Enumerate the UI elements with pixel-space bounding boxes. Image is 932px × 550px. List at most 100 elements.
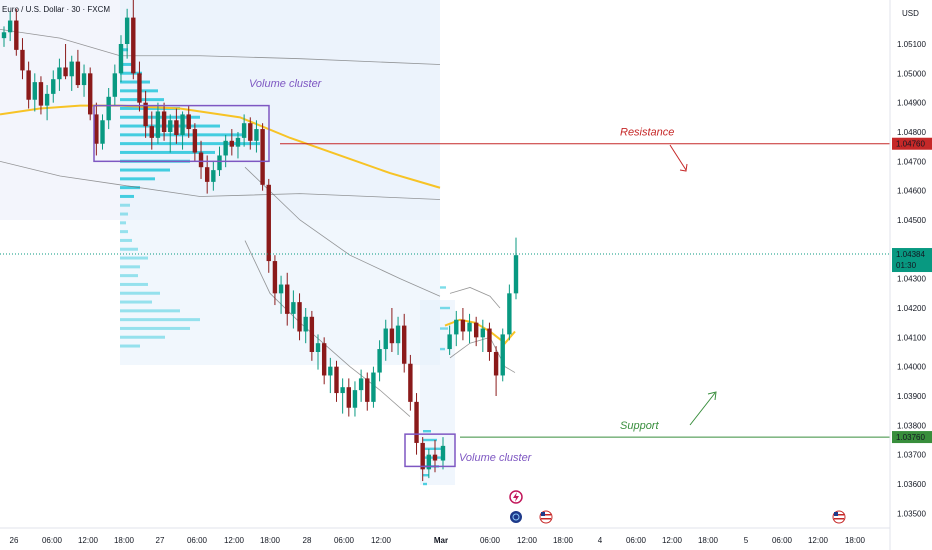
resistance-price: 1.04760 (896, 140, 925, 149)
candle (63, 44, 68, 80)
support-price-badge: 1.03760 (892, 431, 932, 444)
candle (32, 73, 37, 112)
candle (248, 117, 253, 150)
support-label: Support (620, 420, 659, 432)
x-tick-label: 18:00 (260, 536, 281, 545)
profile-bar (120, 247, 138, 251)
candle (131, 0, 136, 80)
candle (254, 120, 259, 153)
profile-bar-3 (440, 306, 450, 310)
profile-bar (120, 274, 138, 278)
x-tick-label: 06:00 (42, 536, 63, 545)
x-tick-label: 4 (598, 536, 603, 545)
profile-bar (120, 71, 142, 75)
y-tick-label: 1.04600 (897, 187, 926, 196)
candle (1, 26, 7, 47)
candle (211, 161, 216, 191)
candle (69, 55, 74, 91)
range-highlight-2 (120, 0, 440, 365)
y-tick-label: 1.03600 (897, 480, 926, 489)
candle (38, 76, 44, 115)
profile-bar (120, 212, 128, 216)
us-flag-event-icon-2[interactable] (832, 510, 846, 524)
x-tick-label: 27 (156, 536, 165, 545)
resistance-label: Resistance (620, 127, 674, 139)
x-tick-label: 18:00 (845, 536, 866, 545)
x-tick-label: 12:00 (78, 536, 99, 545)
candle (75, 49, 81, 88)
candle (260, 123, 265, 191)
x-tick-label: 28 (303, 536, 312, 545)
profile-bar (120, 238, 132, 242)
candle (229, 129, 235, 156)
y-tick-label: 1.04000 (897, 363, 926, 372)
profile-bar-3 (440, 327, 448, 330)
candle (51, 70, 56, 103)
candle (473, 316, 479, 347)
flash-event-icon[interactable] (509, 490, 523, 504)
x-tick-label: 12:00 (517, 536, 538, 545)
candle (500, 328, 505, 382)
x-axis-ticks: 26 06:00 12:00 18:00 27 06:00 12:00 18:00 28 06:0… (10, 536, 866, 545)
y-tick-label: 1.03800 (897, 421, 926, 430)
candle (241, 114, 247, 147)
candle (7, 11, 13, 42)
x-tick-label: 12:00 (808, 536, 829, 545)
candle (487, 322, 492, 361)
profile-bar (120, 168, 170, 172)
profile-bar-2 (423, 438, 437, 442)
volume-cluster-box-2[interactable] (404, 433, 456, 468)
candle (440, 437, 446, 470)
candle (507, 284, 512, 341)
profile-bar (120, 177, 155, 181)
candle (383, 319, 388, 361)
candle (192, 123, 198, 162)
candle (297, 293, 302, 341)
candle (377, 340, 382, 382)
profile-bar (120, 142, 260, 146)
profile-bar (120, 48, 128, 52)
candle (334, 360, 339, 402)
symbol-title: Euro / U.S. Dollar · 30 · FXCM (2, 5, 110, 14)
y-tick-label: 1.04900 (897, 99, 926, 108)
y-tick-label: 1.04100 (897, 333, 926, 342)
us-flag-event-icon[interactable] (539, 510, 553, 524)
candle (309, 310, 315, 361)
candle (272, 255, 278, 306)
candle (168, 114, 173, 153)
candle (278, 275, 284, 314)
globe-event-icon[interactable] (510, 511, 522, 523)
x-tick-label: 5 (744, 536, 749, 545)
x-tick-label: 26 (10, 536, 19, 545)
x-tick-label: 06:00 (480, 536, 501, 545)
y-axis-ticks: 1.05100 1.05000 1.04900 1.04800 1.04700 1.046… (897, 40, 926, 518)
x-tick-label: 12:00 (224, 536, 245, 545)
volume-cluster-label-1: Volume cluster (249, 78, 323, 90)
profile-bar (120, 309, 180, 313)
profile-bar (120, 344, 140, 348)
candle (414, 393, 419, 455)
volume-cluster-box-1[interactable] (93, 104, 270, 163)
arrow-down-icon (669, 144, 688, 172)
candle (118, 35, 124, 83)
candle (513, 237, 519, 300)
last-price: 1.04384 (896, 250, 925, 259)
profile-bar (120, 80, 150, 84)
profile-bar-3 (440, 286, 446, 289)
x-tick-label: 18:00 (114, 536, 135, 545)
candle (44, 85, 50, 121)
candle (112, 64, 118, 106)
candle (467, 313, 472, 344)
candle (149, 111, 154, 150)
resistance-price-badge: 1.04760 (892, 137, 932, 150)
candle (346, 378, 351, 417)
arrow-up-icon (689, 391, 717, 426)
candle (57, 58, 62, 91)
profile-bar (120, 326, 190, 330)
y-tick-label: 1.03500 (897, 509, 926, 518)
candle (235, 132, 241, 159)
candle (389, 308, 395, 352)
x-tick-label: 18:00 (698, 536, 719, 545)
y-tick-label: 1.05100 (897, 40, 926, 49)
